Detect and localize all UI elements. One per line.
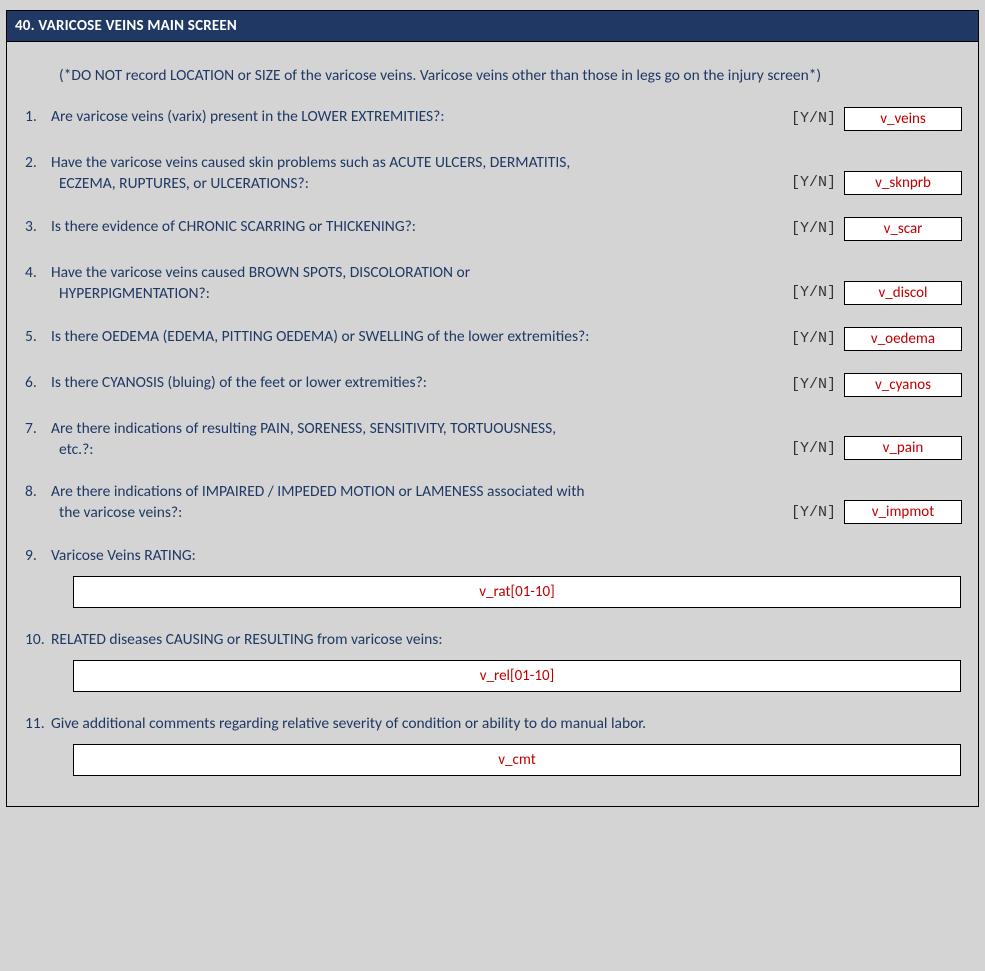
yn-field-group: [Y/N] v_cyanos [791,373,962,397]
yn-field-group: [Y/N] v_oedema [791,327,962,351]
question-text-line2: ECZEMA, RUPTURES, or ULCERATIONS?: [51,174,651,195]
field-v-discol[interactable]: v_discol [844,281,962,305]
yn-label: [Y/N] [791,440,836,457]
question-number: 5. [23,327,51,346]
question-row: 10. RELATED diseases CAUSING or RESULTIN… [23,630,962,654]
question-row: 6. Is there CYANOSIS (bluing) of the fee… [23,373,962,397]
question-row: 11. Give additional comments regarding r… [23,714,962,738]
yn-field-group: [Y/N] v_discol [791,281,962,305]
question-text-line2: HYPERPIGMENTATION?: [51,284,651,305]
question-text: Are varicose veins (varix) present in th… [51,107,651,128]
question-text-wrap: Is there evidence of CHRONIC SCARRING or… [51,217,791,238]
question-text: Are there indications of resulting PAIN,… [51,419,651,461]
wide-field-block: v_cmt [73,744,962,776]
field-v-cyanos[interactable]: v_cyanos [844,373,962,397]
yn-field-group: [Y/N] v_veins [791,107,962,131]
question-text-line1: Have the varicose veins caused skin prob… [51,153,570,172]
wide-field-block: v_rat[01-10] [73,576,962,608]
question-text: Have the varicose veins caused BROWN SPO… [51,263,651,305]
question-row: 2. Have the varicose veins caused skin p… [23,153,962,195]
question-text-wrap: Varicose Veins RATING: [51,546,962,567]
yn-label: [Y/N] [791,284,836,301]
question-text: Are there indications of IMPAIRED / IMPE… [51,482,651,524]
section-title: 40. VARICOSE VEINS MAIN SCREEN [15,17,237,35]
question-text: Is there evidence of CHRONIC SCARRING or… [51,217,651,238]
question-row: 9. Varicose Veins RATING: [23,546,962,570]
question-text: Is there OEDEMA (EDEMA, PITTING OEDEMA) … [51,327,651,348]
instruction-note: (*DO NOT record LOCATION or SIZE of the … [59,66,879,87]
question-row: 7. Are there indications of resulting PA… [23,419,962,461]
yn-label: [Y/N] [791,376,836,393]
question-text-line1: Are there indications of resulting PAIN,… [51,419,556,438]
wide-field-block: v_rel[01-10] [73,660,962,692]
yn-field-group: [Y/N] v_sknprb [791,171,962,195]
yn-label: [Y/N] [791,174,836,191]
yn-label: [Y/N] [791,110,836,127]
field-v-rel[interactable]: v_rel[01-10] [73,660,961,692]
field-v-pain[interactable]: v_pain [844,436,962,460]
question-text: RELATED diseases CAUSING or RESULTING fr… [51,630,952,651]
question-text: Give additional comments regarding relat… [51,714,952,735]
field-v-veins[interactable]: v_veins [844,107,962,131]
question-row: 1. Are varicose veins (varix) present in… [23,107,962,131]
yn-label: [Y/N] [791,220,836,237]
form-content: (*DO NOT record LOCATION or SIZE of the … [7,42,978,806]
field-v-impmot[interactable]: v_impmot [844,500,962,524]
question-number: 8. [23,482,51,501]
field-v-rat[interactable]: v_rat[01-10] [73,576,961,608]
question-row: 5. Is there OEDEMA (EDEMA, PITTING OEDEM… [23,327,962,351]
question-text-wrap: Are there indications of resulting PAIN,… [51,419,791,461]
yn-label: [Y/N] [791,504,836,521]
question-text-line2: the varicose veins?: [51,503,651,524]
field-v-cmt[interactable]: v_cmt [73,744,961,776]
question-text-wrap: Have the varicose veins caused skin prob… [51,153,791,195]
question-text-wrap: Have the varicose veins caused BROWN SPO… [51,263,791,305]
question-number: 3. [23,217,51,236]
question-text-line1: Have the varicose veins caused BROWN SPO… [51,263,470,282]
field-v-scar[interactable]: v_scar [844,217,962,241]
yn-field-group: [Y/N] v_impmot [791,500,962,524]
question-row: 3. Is there evidence of CHRONIC SCARRING… [23,217,962,241]
question-text-line1: Are there indications of IMPAIRED / IMPE… [51,482,585,501]
question-number: 2. [23,153,51,172]
question-text-line2: etc.?: [51,440,651,461]
page-container: 40. VARICOSE VEINS MAIN SCREEN (*DO NOT … [0,0,985,807]
question-text-wrap: Is there OEDEMA (EDEMA, PITTING OEDEMA) … [51,327,791,348]
yn-field-group: [Y/N] v_scar [791,217,962,241]
section-header: 40. VARICOSE VEINS MAIN SCREEN [7,11,978,42]
field-v-sknprb[interactable]: v_sknprb [844,171,962,195]
question-text-wrap: Is there CYANOSIS (bluing) of the feet o… [51,373,791,394]
yn-label: [Y/N] [791,330,836,347]
question-number: 9. [23,546,51,565]
question-text-wrap: Give additional comments regarding relat… [51,714,962,735]
form-frame: 40. VARICOSE VEINS MAIN SCREEN (*DO NOT … [6,10,979,807]
yn-field-group: [Y/N] v_pain [791,436,962,460]
question-number: 4. [23,263,51,282]
question-text: Varicose Veins RATING: [51,546,952,567]
question-text-wrap: Are there indications of IMPAIRED / IMPE… [51,482,791,524]
question-number: 6. [23,373,51,392]
question-number: 1. [23,107,51,126]
question-text-wrap: Are varicose veins (varix) present in th… [51,107,791,128]
field-v-oedema[interactable]: v_oedema [844,327,962,351]
question-number: 7. [23,419,51,438]
question-text: Is there CYANOSIS (bluing) of the feet o… [51,373,651,394]
question-row: 4. Have the varicose veins caused BROWN … [23,263,962,305]
question-text-wrap: RELATED diseases CAUSING or RESULTING fr… [51,630,962,651]
question-row: 8. Are there indications of IMPAIRED / I… [23,482,962,524]
question-number: 11. [23,714,51,733]
question-number: 10. [23,630,51,649]
question-text: Have the varicose veins caused skin prob… [51,153,651,195]
